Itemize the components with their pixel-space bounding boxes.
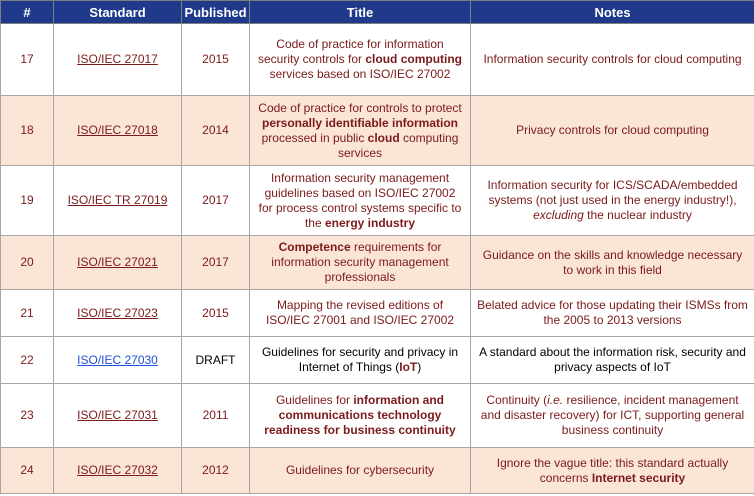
standard-title: Guidelines for information and communica… bbox=[249, 383, 471, 448]
row-number: 24 bbox=[0, 447, 54, 494]
table-row: 22 ISO/IEC 27030 DRAFT Guidelines for se… bbox=[0, 336, 754, 384]
column-header-num: # bbox=[0, 0, 54, 24]
standard-notes: Information security controls for cloud … bbox=[470, 23, 754, 96]
column-header-published: Published bbox=[181, 0, 250, 24]
standard-notes: Belated advice for those updating their … bbox=[470, 289, 754, 337]
column-header-title: Title bbox=[249, 0, 471, 24]
table-row: 21 ISO/IEC 27023 2015 Mapping the revise… bbox=[0, 289, 754, 337]
standard-title: Mapping the revised editions of ISO/IEC … bbox=[249, 289, 471, 337]
standard-notes: A standard about the information risk, s… bbox=[470, 336, 754, 384]
standard-title: Code of practice for information securit… bbox=[249, 23, 471, 96]
table-header-row: # Standard Published Title Notes bbox=[0, 0, 754, 24]
published-year: 2017 bbox=[181, 165, 250, 236]
row-number: 19 bbox=[0, 165, 54, 236]
published-year: 2012 bbox=[181, 447, 250, 494]
standard-link[interactable]: ISO/IEC 27030 bbox=[77, 352, 158, 367]
published-year: 2014 bbox=[181, 95, 250, 166]
table-row: 18 ISO/IEC 27018 2014 Code of practice f… bbox=[0, 95, 754, 166]
standard-title: Guidelines for cybersecurity bbox=[249, 447, 471, 494]
row-number: 21 bbox=[0, 289, 54, 337]
column-header-notes: Notes bbox=[470, 0, 754, 24]
published-year: 2011 bbox=[181, 383, 250, 448]
standard-notes: Guidance on the skills and knowledge nec… bbox=[470, 235, 754, 290]
table-row: 17 ISO/IEC 27017 2015 Code of practice f… bbox=[0, 23, 754, 96]
column-header-standard: Standard bbox=[53, 0, 182, 24]
standard-link[interactable]: ISO/IEC 27018 bbox=[77, 123, 158, 137]
standard-link[interactable]: ISO/IEC 27023 bbox=[77, 305, 158, 320]
row-number: 22 bbox=[0, 336, 54, 384]
row-number: 20 bbox=[0, 235, 54, 290]
row-number: 17 bbox=[0, 23, 54, 96]
standard-notes: Ignore the vague title: this standard ac… bbox=[470, 447, 754, 494]
standard-link[interactable]: ISO/IEC 27031 bbox=[77, 408, 158, 422]
row-number: 18 bbox=[0, 95, 54, 166]
standard-notes: Continuity (i.e. resilience, incident ma… bbox=[470, 383, 754, 448]
standard-title: Competence requirements for information … bbox=[249, 235, 471, 290]
standard-link[interactable]: ISO/IEC TR 27019 bbox=[67, 193, 168, 207]
published-year: 2017 bbox=[181, 235, 250, 290]
standard-link[interactable]: ISO/IEC 27017 bbox=[77, 52, 158, 66]
standard-notes: Information security for ICS/SCADA/embed… bbox=[470, 165, 754, 236]
table-row: 19 ISO/IEC TR 27019 2017 Information sec… bbox=[0, 165, 754, 236]
row-number: 23 bbox=[0, 383, 54, 448]
standard-link[interactable]: ISO/IEC 27032 bbox=[77, 463, 158, 477]
table-row: 24 ISO/IEC 27032 2012 Guidelines for cyb… bbox=[0, 447, 754, 494]
standard-title: Guidelines for security and privacy in I… bbox=[249, 336, 471, 384]
standard-title: Code of practice for controls to protect… bbox=[249, 95, 471, 166]
table-row: 20 ISO/IEC 27021 2017 Competence require… bbox=[0, 235, 754, 290]
standard-notes: Privacy controls for cloud computing bbox=[470, 95, 754, 166]
published-year: 2015 bbox=[181, 289, 250, 337]
table-row: 23 ISO/IEC 27031 2011 Guidelines for inf… bbox=[0, 383, 754, 448]
published-year: 2015 bbox=[181, 23, 250, 96]
published-year: DRAFT bbox=[181, 336, 250, 384]
standard-title: Information security management guidelin… bbox=[249, 165, 471, 236]
standard-link[interactable]: ISO/IEC 27021 bbox=[77, 255, 158, 269]
